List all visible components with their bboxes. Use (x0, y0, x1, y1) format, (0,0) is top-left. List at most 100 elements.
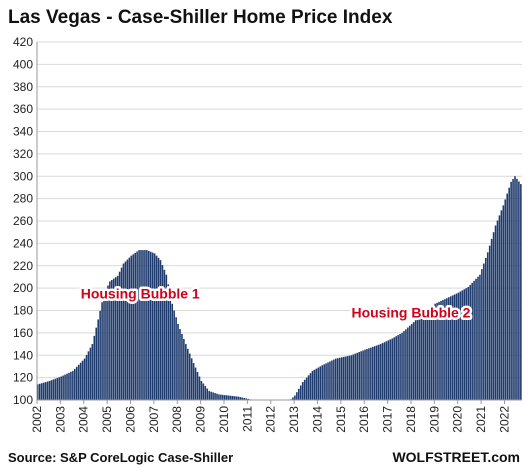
bar (389, 339, 392, 400)
bar (136, 251, 138, 400)
bar (307, 375, 310, 400)
bar (494, 225, 497, 400)
bar (305, 377, 308, 401)
bar (130, 255, 133, 400)
bar (364, 349, 366, 400)
x-tick-label: 2002 (30, 406, 44, 433)
bar (233, 396, 236, 400)
bar (387, 340, 390, 400)
bar (231, 395, 234, 400)
bar (77, 364, 80, 400)
bar (325, 363, 327, 400)
bar (338, 357, 341, 400)
bar (190, 358, 193, 400)
bar (175, 317, 177, 400)
x-tick-label: 2018 (404, 406, 418, 433)
bar (410, 323, 413, 400)
bar (40, 383, 43, 400)
bar (220, 394, 222, 400)
bar (225, 395, 228, 400)
bar (477, 276, 479, 400)
bar (247, 398, 249, 400)
bar (340, 357, 343, 400)
bar (438, 301, 440, 400)
bar (157, 257, 160, 400)
bar (216, 393, 218, 400)
bar (329, 361, 331, 400)
bar (140, 250, 142, 400)
x-tick-label: 2020 (451, 406, 465, 433)
bar (486, 252, 489, 400)
bar (504, 199, 507, 400)
bar (479, 274, 481, 400)
x-tick-label: 2004 (77, 406, 91, 433)
bar (401, 332, 403, 401)
x-tick-label: 2014 (310, 406, 324, 433)
bar (514, 176, 516, 400)
bar (323, 364, 325, 400)
bar (348, 355, 351, 400)
bar (243, 397, 246, 400)
y-axis: 100 120 140 160 180 200 220 240 260 280 300 320 340 3… (13, 35, 33, 407)
bar (222, 394, 224, 400)
bar (241, 397, 244, 400)
bar (372, 346, 374, 400)
bar (444, 299, 446, 400)
bar (309, 373, 312, 400)
bar (75, 366, 78, 400)
bar (146, 250, 148, 400)
bar (449, 296, 452, 400)
bar (510, 181, 512, 400)
bar (434, 303, 436, 400)
bar (95, 327, 98, 400)
bar (124, 261, 127, 400)
bar (461, 290, 464, 400)
bar (50, 380, 53, 400)
bar (229, 395, 232, 400)
bar (44, 382, 47, 400)
bar (471, 282, 473, 400)
bar (218, 394, 220, 400)
x-tick-label: 2003 (53, 406, 67, 433)
bar (420, 314, 423, 400)
x-tick-label: 2012 (264, 406, 278, 433)
bar (520, 184, 522, 400)
bar (148, 250, 150, 400)
bar (223, 395, 226, 400)
bar (109, 281, 111, 400)
bar-series (37, 176, 522, 401)
bar (126, 259, 129, 400)
bar (56, 378, 59, 400)
bar (292, 397, 294, 400)
bar (335, 358, 337, 400)
y-tick-label: 340 (13, 125, 33, 139)
bar (496, 220, 499, 400)
bar (52, 379, 55, 400)
brand-logo-text: WOLFSTREET.com (392, 449, 520, 465)
bar (393, 337, 396, 400)
bar (118, 271, 121, 400)
y-tick-label: 140 (13, 348, 33, 362)
bar (159, 260, 162, 400)
bar (391, 338, 394, 400)
bar (436, 302, 438, 400)
bar (395, 336, 397, 400)
bar (422, 312, 425, 400)
annotation-housing-bubble-1: Housing Bubble 1 (81, 286, 200, 302)
x-tick-label: 2022 (497, 406, 511, 433)
bar (212, 392, 214, 400)
bar (465, 288, 468, 401)
bar (379, 344, 382, 400)
bar (397, 335, 399, 400)
bar (336, 358, 339, 400)
bar (134, 252, 136, 400)
bar (81, 360, 84, 400)
x-tick-label: 2010 (217, 406, 231, 433)
bar (296, 392, 298, 400)
bar (161, 265, 164, 400)
bar (48, 380, 51, 400)
x-tick-label: 2016 (357, 406, 371, 433)
bar (467, 287, 470, 400)
x-tick-label: 2013 (287, 406, 301, 433)
bar (346, 356, 349, 400)
